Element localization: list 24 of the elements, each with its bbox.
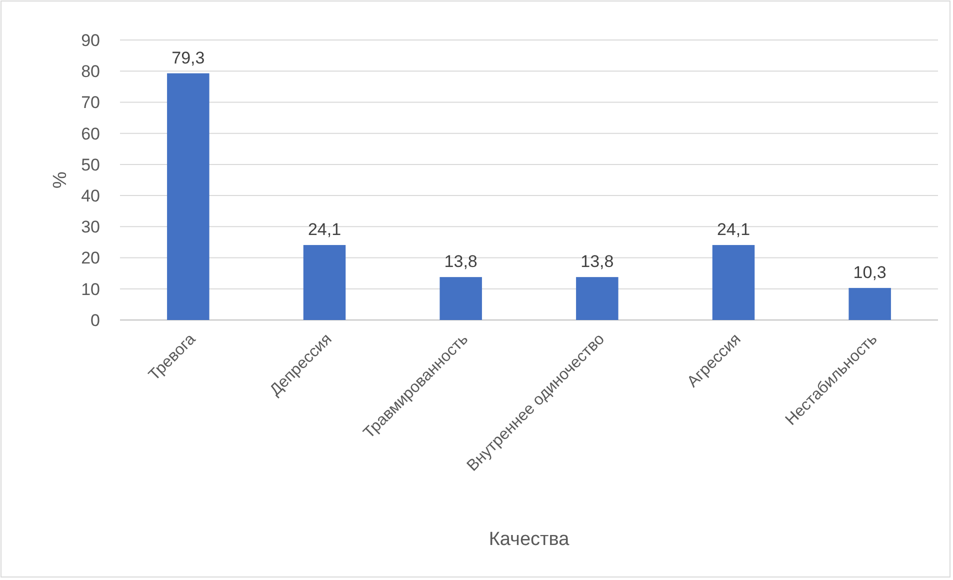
bar — [167, 73, 210, 320]
bar — [303, 245, 346, 320]
y-tick-label: 30 — [81, 218, 100, 237]
y-tick-label: 50 — [81, 155, 100, 174]
y-tick-label: 90 — [81, 30, 100, 50]
y-tick-label: 20 — [81, 248, 100, 268]
x-axis-title: Качества — [488, 529, 570, 550]
bar — [712, 245, 755, 320]
data-label: 24,1 — [716, 220, 750, 240]
data-label: 10,3 — [853, 262, 886, 282]
y-axis-title: % — [50, 171, 71, 188]
y-tick-label: 80 — [81, 62, 100, 82]
data-label: 24,1 — [308, 220, 342, 240]
data-label: 13,8 — [444, 252, 478, 272]
data-label: 79,3 — [172, 48, 205, 68]
bar — [848, 288, 891, 320]
y-tick-label: 10 — [81, 280, 100, 299]
bar — [576, 277, 618, 320]
y-tick-label: 60 — [81, 124, 100, 144]
bar — [440, 277, 482, 320]
y-tick-label: 40 — [81, 186, 100, 206]
y-tick-label: 0 — [90, 310, 100, 330]
data-label: 13,8 — [580, 252, 614, 272]
y-tick-label: 70 — [81, 93, 100, 112]
